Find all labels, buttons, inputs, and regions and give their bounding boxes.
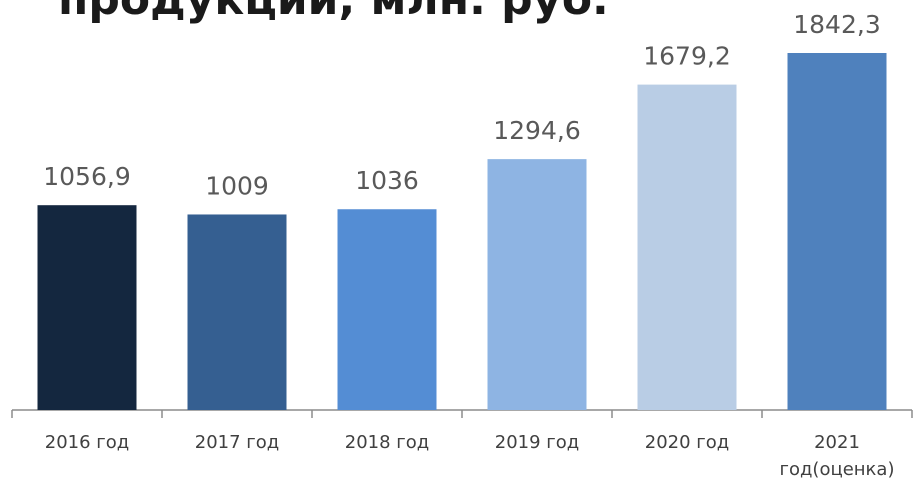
value-label: 1009 xyxy=(205,171,269,200)
x-tick-label: 2016 год xyxy=(45,432,129,453)
value-label: 1679,2 xyxy=(643,42,730,71)
x-tick-label: 2018 год xyxy=(345,432,429,453)
x-tick-label: 2017 год xyxy=(195,432,279,453)
bar xyxy=(487,159,587,410)
bar xyxy=(187,214,287,410)
value-label: 1036 xyxy=(355,166,419,195)
chart-title: продукции, млн. руб. xyxy=(58,0,609,25)
value-label: 1056,9 xyxy=(43,162,130,191)
x-tick-label: 2019 год xyxy=(495,432,579,453)
value-label: 1842,3 xyxy=(793,10,880,39)
bar xyxy=(337,209,437,410)
bar xyxy=(637,84,737,410)
x-tick-label: 2021 год(оценка) xyxy=(780,432,895,479)
bar xyxy=(787,53,887,410)
x-tick-label: 2020 год xyxy=(645,432,729,453)
value-label: 1294,6 xyxy=(493,116,580,145)
bar xyxy=(37,205,137,410)
